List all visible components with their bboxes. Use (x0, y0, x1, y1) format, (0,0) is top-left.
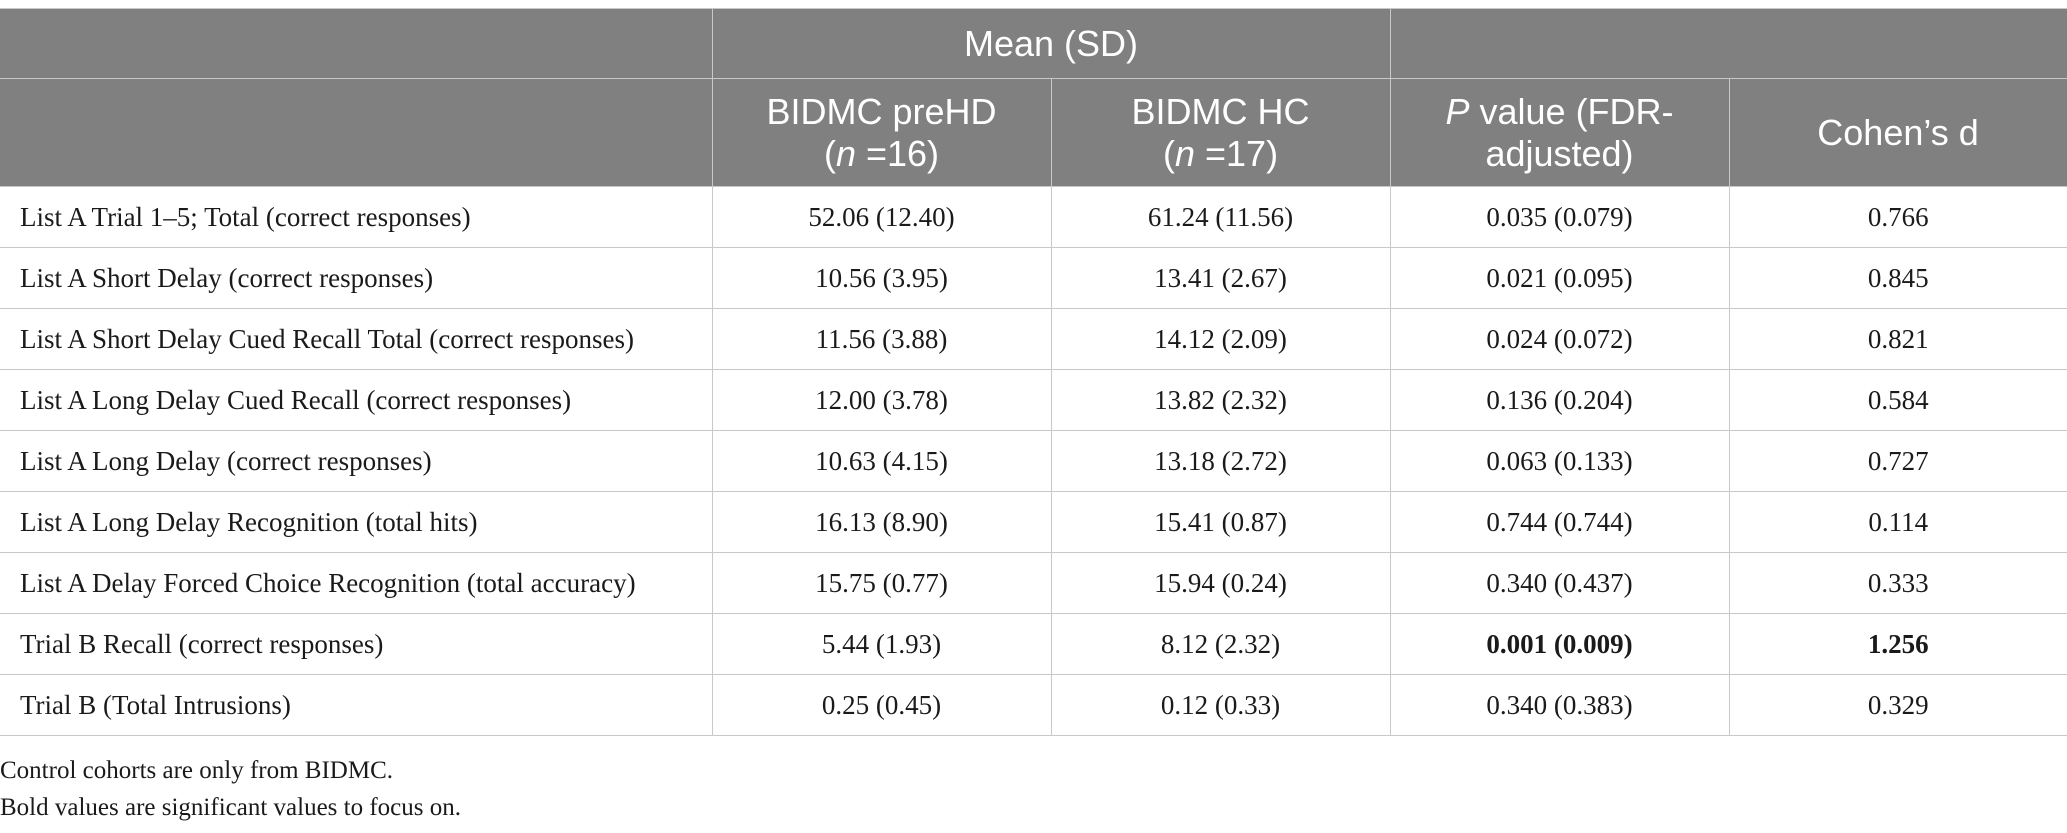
results-table: Mean (SD) BIDMC preHD (n =16) BIDMC HC (… (0, 8, 2067, 736)
column-header-bidmc-hc-n-value: =17 (1194, 132, 1267, 174)
group-header-mean-sd: Mean (SD) (711, 8, 1391, 79)
p-value-cell: 0.340 (0.383) (1389, 674, 1730, 736)
prehd-value-cell: 15.75 (0.77) (711, 552, 1052, 614)
row-label-cell: List A Short Delay Cued Recall Total (co… (0, 308, 713, 370)
table-header: Mean (SD) BIDMC preHD (n =16) BIDMC HC (… (0, 8, 2067, 187)
column-header-bidmc-hc-title: BIDMC HC (1131, 90, 1310, 132)
cohens-d-cell: 0.333 (1728, 552, 2067, 614)
column-header-bidmc-hc: BIDMC HC (n =17) (1050, 78, 1391, 187)
cohens-d-cell: 0.727 (1728, 430, 2067, 492)
p-value-cell: 0.021 (0.095) (1389, 247, 1730, 309)
hc-value-cell: 15.94 (0.24) (1050, 552, 1391, 614)
table-footnotes: Control cohorts are only from BIDMC. Bol… (0, 752, 461, 826)
hc-value-cell: 13.18 (2.72) (1050, 430, 1391, 492)
table-row: List A Short Delay Cued Recall Total (co… (0, 308, 2067, 370)
hc-value-cell: 14.12 (2.09) (1050, 308, 1391, 370)
prehd-value-cell: 52.06 (12.40) (711, 186, 1052, 248)
p-value-cell: 0.136 (0.204) (1389, 369, 1730, 431)
results-table-container: Mean (SD) BIDMC preHD (n =16) BIDMC HC (… (0, 8, 2067, 736)
p-value-cell: 0.063 (0.133) (1389, 430, 1730, 492)
header-label-column (0, 78, 713, 187)
row-label-cell: List A Trial 1–5; Total (correct respons… (0, 186, 713, 248)
row-label-cell: List A Long Delay Recognition (total hit… (0, 491, 713, 553)
cohens-d-cell: 0.114 (1728, 491, 2067, 553)
table-row: Trial B Recall (correct responses) 5.44 (… (0, 613, 2067, 675)
cohens-d-cell: 0.329 (1728, 674, 2067, 736)
cohens-d-cell: 0.766 (1728, 186, 2067, 248)
column-header-cohens-d-title: Cohen’s d (1817, 111, 1979, 153)
table-body: List A Trial 1–5; Total (correct respons… (0, 186, 2067, 736)
group-header-blank (1389, 8, 2067, 79)
prehd-value-cell: 11.56 (3.88) (711, 308, 1052, 370)
footnote-bold-values: Bold values are significant values to fo… (0, 794, 461, 821)
table-row: List A Long Delay Cued Recall (correct r… (0, 369, 2067, 431)
p-value-cell: 0.024 (0.072) (1389, 308, 1730, 370)
p-value-cell: 0.744 (0.744) (1389, 491, 1730, 553)
cohens-d-cell: 0.821 (1728, 308, 2067, 370)
table-row: List A Delay Forced Choice Recognition (… (0, 552, 2067, 614)
row-label-cell: Trial B (Total Intrusions) (0, 674, 713, 736)
p-value-cell: 0.001 (0.009) (1389, 613, 1730, 675)
prehd-value-cell: 12.00 (3.78) (711, 369, 1052, 431)
column-header-p-line2: adjusted) (1485, 132, 1634, 174)
row-label-cell: List A Delay Forced Choice Recognition (… (0, 552, 713, 614)
cohens-d-cell: 0.845 (1728, 247, 2067, 309)
column-header-bidmc-prehd-title: BIDMC preHD (766, 90, 997, 132)
row-label-cell: List A Short Delay (correct responses) (0, 247, 713, 309)
prehd-value-cell: 10.63 (4.15) (711, 430, 1052, 492)
row-label-cell: List A Long Delay (correct responses) (0, 430, 713, 492)
p-value-cell: 0.035 (0.079) (1389, 186, 1730, 248)
hc-value-cell: 13.41 (2.67) (1050, 247, 1391, 309)
table-row: Trial B (Total Intrusions) 0.25 (0.45) 0.1… (0, 674, 2067, 736)
column-header-bidmc-prehd-n: n (835, 132, 856, 174)
column-header-bidmc-prehd-n-value: =16 (855, 132, 928, 174)
row-label-cell: List A Long Delay Cued Recall (correct r… (0, 369, 713, 431)
cohens-d-cell: 1.256 (1728, 613, 2067, 675)
prehd-value-cell: 0.25 (0.45) (711, 674, 1052, 736)
table-row: List A Long Delay (correct responses) 10.… (0, 430, 2067, 492)
column-header-p-italic: P (1445, 90, 1470, 132)
hc-value-cell: 61.24 (11.56) (1050, 186, 1391, 248)
row-label-cell: Trial B Recall (correct responses) (0, 613, 713, 675)
cohens-d-cell: 0.584 (1728, 369, 2067, 431)
column-header-bidmc-prehd: BIDMC preHD (n =16) (711, 78, 1052, 187)
table-row: List A Short Delay (correct responses) 10… (0, 247, 2067, 309)
column-header-p-value: P value (FDR- adjusted) (1389, 78, 1730, 187)
column-header-p-rest: value (FDR- (1469, 90, 1674, 132)
hc-value-cell: 0.12 (0.33) (1050, 674, 1391, 736)
header-corner-cell (0, 8, 713, 79)
p-value-cell: 0.340 (0.437) (1389, 552, 1730, 614)
column-header-bidmc-hc-n: n (1174, 132, 1195, 174)
hc-value-cell: 8.12 (2.32) (1050, 613, 1391, 675)
table-row: List A Trial 1–5; Total (correct respons… (0, 186, 2067, 248)
prehd-value-cell: 10.56 (3.95) (711, 247, 1052, 309)
table-row: List A Long Delay Recognition (total hit… (0, 491, 2067, 553)
column-header-cohens-d: Cohen’s d (1728, 78, 2067, 187)
prehd-value-cell: 5.44 (1.93) (711, 613, 1052, 675)
footnote-controls: Control cohorts are only from BIDMC. (0, 757, 394, 784)
hc-value-cell: 15.41 (0.87) (1050, 491, 1391, 553)
prehd-value-cell: 16.13 (8.90) (711, 491, 1052, 553)
hc-value-cell: 13.82 (2.32) (1050, 369, 1391, 431)
